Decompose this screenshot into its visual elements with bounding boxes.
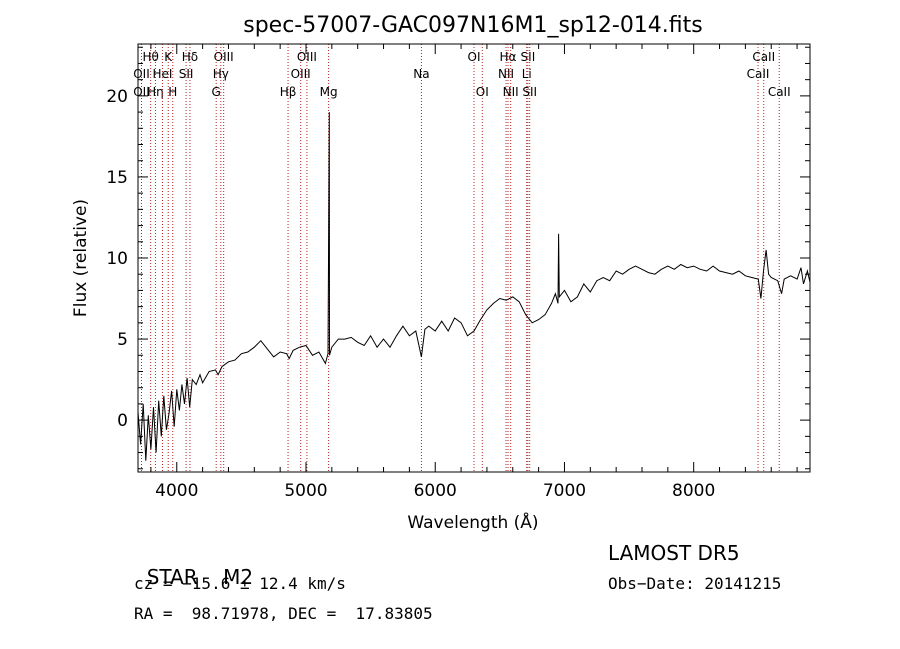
axis-ticks: 4000 5000 6000 7000 8000 0 5 10 15 20 (106, 44, 810, 501)
object-subclass: M2 (223, 565, 254, 589)
y-tick-label: 15 (106, 168, 128, 188)
spectral-line-label: OI (476, 85, 489, 99)
spectral-line-label: OIII (291, 67, 311, 81)
x-tick-label: 4000 (155, 481, 198, 501)
spectral-line-label: NII (498, 67, 514, 81)
spectral-line-label: CaII (768, 85, 791, 99)
spectral-line-label: CaII (747, 67, 770, 81)
spectral-line-label: OIII (214, 50, 234, 64)
spectrum-plot: spec-57007-GAC097N16M1_sp12-014.fits Hθ O… (71, 13, 811, 533)
y-axis-label: Flux (relative) (71, 199, 91, 317)
spectral-line-label: Na (413, 67, 429, 81)
y-tick-label: 0 (117, 411, 128, 431)
y-tick-label: 10 (106, 249, 128, 269)
spectral-line-label: G (212, 85, 221, 99)
spectral-line-label: Mg (320, 85, 338, 99)
spectral-line-label: OIII (297, 50, 317, 64)
spectral-line-label: Hγ (213, 67, 229, 81)
spectral-line-label: Hα (500, 50, 517, 64)
spectral-line-label: H (168, 85, 177, 99)
spectral-line-label: Hθ (142, 50, 158, 64)
spectral-line-label: SII (179, 67, 194, 81)
spectral-line-label: SII (522, 85, 537, 99)
spectral-line-label: K (164, 50, 173, 64)
chart-title: spec-57007-GAC097N16M1_sp12-014.fits (243, 13, 703, 38)
spectral-line-label: Li (522, 67, 532, 81)
spectral-line-label: Hδ (182, 50, 198, 64)
object-type: STAR (146, 565, 198, 589)
x-tick-label: 8000 (672, 481, 715, 501)
spectral-line-label: NII (503, 85, 519, 99)
y-tick-label: 5 (117, 330, 128, 350)
x-tick-label: 7000 (543, 481, 586, 501)
spectral-line-label: HeI (152, 67, 172, 81)
observation-date: Obs−Date: 20141215 (608, 574, 782, 593)
y-tick-label: 20 (106, 87, 128, 107)
coordinates: RA = 98.71978, DEC = 17.83805 (134, 604, 433, 623)
spectral-line-label: Hβ (280, 85, 297, 99)
spectral-line-label: SII (521, 50, 536, 64)
x-tick-label: 5000 (284, 481, 327, 501)
x-axis-label: Wavelength (Å) (407, 511, 538, 533)
x-tick-label: 6000 (414, 481, 457, 501)
survey-name: LAMOST DR5 (608, 541, 740, 565)
object-class: STAR M2 (134, 541, 253, 589)
spectral-line-label: OI (468, 50, 481, 64)
spectral-line-label: CaII (752, 50, 775, 64)
spectral-line-label: Hη (147, 85, 164, 99)
redshift-cz: cz = −15.6 ± 12.4 km/s (134, 574, 346, 593)
spectrum-line (137, 112, 811, 461)
spectrum-series (137, 112, 811, 461)
